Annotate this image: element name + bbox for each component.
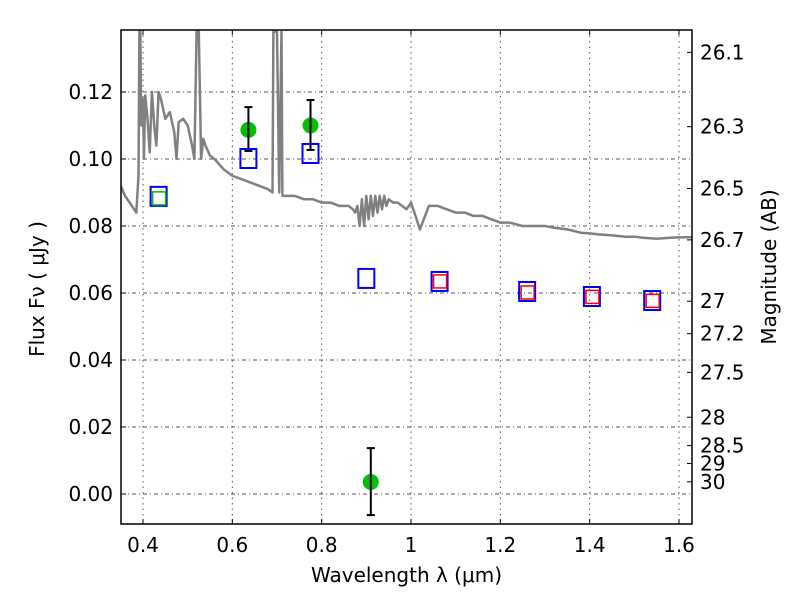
right-tick-label: 30 bbox=[700, 470, 725, 494]
model-square bbox=[643, 290, 662, 312]
model-square bbox=[301, 142, 320, 164]
obs-square bbox=[432, 274, 448, 289]
model-square bbox=[149, 185, 168, 207]
obs-square bbox=[520, 285, 535, 300]
right-tick-label: 28 bbox=[700, 405, 725, 429]
y-tick-label: 0.02 bbox=[68, 415, 113, 439]
y-tick-label: 0.08 bbox=[68, 214, 113, 238]
x-tick-label: 1 bbox=[405, 533, 418, 557]
right-tick-label: 26.1 bbox=[700, 40, 745, 64]
plot-area bbox=[121, 30, 692, 517]
x-tick-label: 0.4 bbox=[127, 533, 159, 557]
model-square bbox=[518, 280, 537, 302]
right-tick-label: 26.7 bbox=[700, 228, 745, 252]
right-tick-label: 29 bbox=[700, 451, 725, 475]
obs-square bbox=[151, 191, 167, 206]
y-axis-title-text: Flux Fν ( μJy ) bbox=[25, 221, 49, 357]
x-tick-label: 0.6 bbox=[216, 533, 248, 557]
right-axis-title: Magnitude (AB) bbox=[757, 189, 781, 344]
x-tick-label: 1.6 bbox=[663, 533, 695, 557]
y-tick-label: 0.12 bbox=[68, 80, 113, 104]
y-axis-title: Flux Fν ( μJy ) bbox=[25, 221, 49, 357]
right-tick-label: 27.5 bbox=[700, 360, 745, 384]
x-tick-label: 1.2 bbox=[484, 533, 516, 557]
x-tick-label: 0.8 bbox=[306, 533, 338, 557]
axes-frame bbox=[120, 29, 693, 525]
model-square bbox=[430, 270, 449, 292]
ticks: 0.4 0.6 0.8 1 1.2 1.4 1.6 0.00 0.02 0.04 0.06 0.08 0… bbox=[68, 30, 745, 557]
y-tick-label: 0.00 bbox=[68, 482, 113, 506]
x-tick-label: 1.4 bbox=[574, 533, 606, 557]
model-square bbox=[357, 267, 376, 289]
right-tick-label: 27 bbox=[700, 289, 725, 313]
y-tick-label: 0.04 bbox=[68, 348, 113, 372]
right-tick-label: 26.5 bbox=[700, 176, 745, 200]
y-tick-label: 0.06 bbox=[68, 281, 113, 305]
spectrum-line bbox=[121, 30, 692, 240]
grid bbox=[121, 30, 692, 524]
y-tick-label: 0.10 bbox=[68, 147, 113, 171]
obs-square bbox=[585, 289, 600, 305]
obs-square bbox=[645, 293, 660, 309]
right-tick-label: 27.2 bbox=[700, 322, 745, 346]
x-axis-title: Wavelength λ (μm) bbox=[311, 563, 502, 587]
model-square bbox=[582, 286, 601, 308]
right-tick-label: 26.3 bbox=[700, 115, 745, 139]
model-square bbox=[239, 148, 258, 169]
right-tick-label: 28.5 bbox=[700, 434, 745, 458]
